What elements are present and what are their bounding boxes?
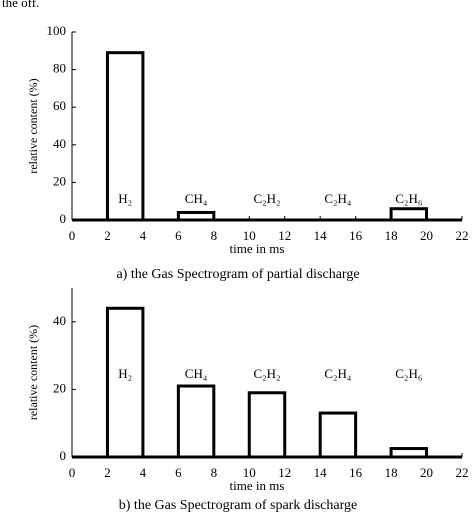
- y-tick-label: 40: [53, 313, 66, 328]
- x-tick-label: 6: [175, 465, 182, 480]
- x-tick-label: 2: [104, 228, 111, 243]
- text-fragment: the off.: [2, 0, 39, 10]
- x-tick-label: 8: [211, 465, 218, 480]
- bar: [247, 391, 287, 459]
- x-tick-label: 14: [314, 228, 328, 243]
- x-tick-label: 4: [140, 465, 147, 480]
- y-tick-label: 40: [53, 136, 66, 151]
- bar-label: C₂H₄: [324, 366, 352, 381]
- x-tick-label: 2: [104, 465, 111, 480]
- bar-label: H₂: [118, 366, 132, 381]
- x-tick-label: 22: [456, 228, 469, 243]
- y-axis-label: relative content (%): [26, 325, 40, 420]
- bar-label: CH₄: [185, 191, 208, 206]
- x-tick-label: 14: [314, 465, 328, 480]
- bar-label: C₂H₆: [395, 366, 422, 381]
- y-tick-label: 100: [47, 23, 67, 38]
- bar: [176, 210, 216, 222]
- y-tick-label: 60: [53, 98, 66, 113]
- bar: [105, 51, 145, 222]
- x-tick-label: 4: [140, 228, 147, 243]
- bar-label: C₂H₄: [324, 191, 352, 206]
- x-tick-label: 12: [278, 465, 291, 480]
- x-tick-label: 12: [278, 228, 291, 243]
- x-tick-label: 6: [175, 228, 182, 243]
- x-tick-label: 16: [349, 465, 363, 480]
- bar: [318, 411, 358, 459]
- x-tick-label: 0: [69, 228, 76, 243]
- chart-caption: b) the Gas Spectrogram of spark discharg…: [119, 498, 357, 513]
- x-tick-label: 10: [243, 228, 256, 243]
- bar: [176, 384, 216, 459]
- x-tick-label: 18: [385, 228, 398, 243]
- y-tick-label: 20: [53, 380, 66, 395]
- x-tick-label: 10: [243, 465, 256, 480]
- x-tick-label: 0: [69, 465, 76, 480]
- x-tick-label: 8: [211, 228, 218, 243]
- bar-label: CH₄: [185, 366, 208, 381]
- y-tick-label: 0: [60, 211, 67, 226]
- y-tick-label: 20: [53, 173, 66, 188]
- bar-label: C₂H₂: [253, 366, 280, 381]
- bar: [389, 447, 429, 459]
- x-tick-label: 20: [420, 465, 433, 480]
- y-axis-label: relative content (%): [26, 78, 40, 173]
- bar: [105, 306, 145, 459]
- x-axis-label: time in ms: [230, 241, 285, 256]
- chart-caption: a) the Gas Spectrogram of partial discha…: [116, 267, 359, 282]
- y-tick-label: 0: [60, 448, 67, 463]
- bar-label: C₂H₂: [253, 191, 280, 206]
- x-tick-label: 16: [349, 228, 363, 243]
- bar-label: H₂: [118, 191, 132, 206]
- x-tick-label: 18: [385, 465, 398, 480]
- y-tick-label: 80: [53, 61, 66, 76]
- x-axis-label: time in ms: [230, 478, 285, 493]
- x-tick-label: 20: [420, 228, 433, 243]
- bar-label: C₂H₆: [395, 191, 422, 206]
- x-tick-label: 22: [456, 465, 469, 480]
- bar: [389, 207, 429, 222]
